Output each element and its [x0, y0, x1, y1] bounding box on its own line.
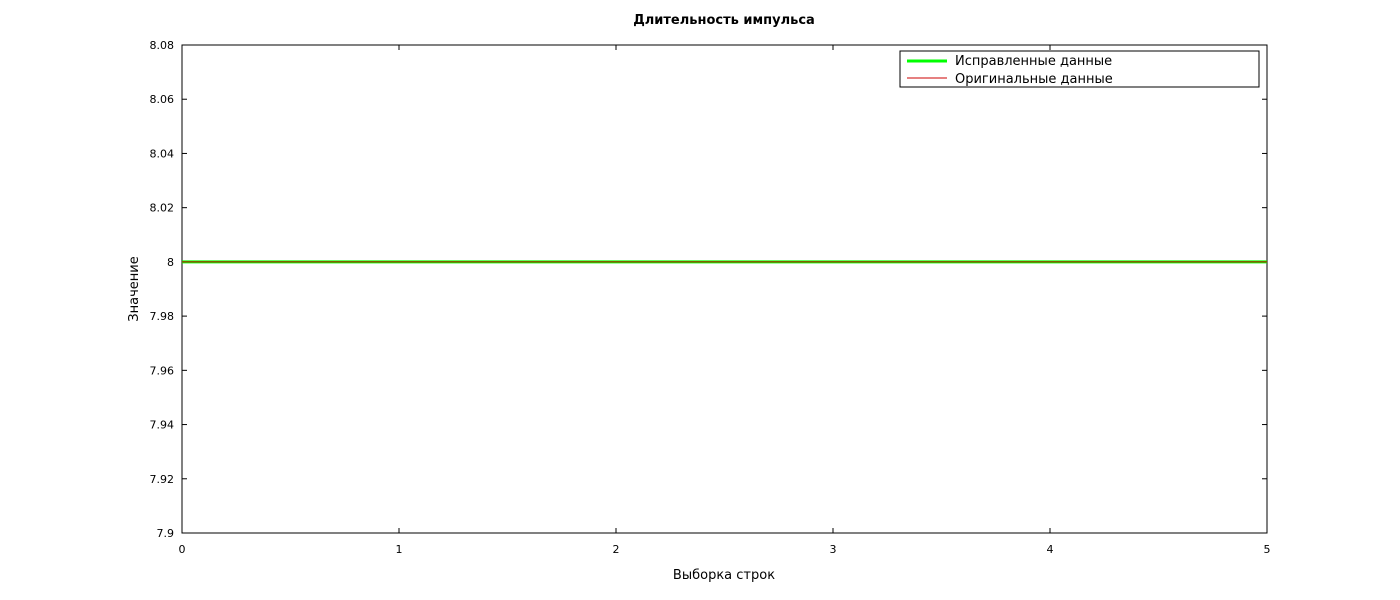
legend-label-original: Оригинальные данные [955, 72, 1113, 87]
y-tick-label: 8.04 [150, 147, 175, 160]
legend: Исправленные данные Оригинальные данные [899, 50, 1260, 88]
x-tick-label: 4 [1047, 543, 1054, 556]
y-tick-label: 8.02 [150, 202, 175, 215]
x-axis-label: Выборка строк [673, 568, 775, 583]
y-axis-label: Значение [127, 256, 142, 321]
legend-box [899, 50, 1260, 88]
y-tick-label: 8.06 [150, 93, 175, 106]
x-tick-label: 0 [179, 543, 186, 556]
x-tick-label: 3 [830, 543, 837, 556]
legend-label-corrected: Исправленные данные [955, 54, 1112, 69]
y-axis: 7.9 7.92 7.94 7.96 7.98 8 8.02 8.04 8.06 8.08 [150, 39, 1267, 540]
x-tick-label: 1 [396, 543, 403, 556]
chart-title: Длительность импульса [633, 13, 815, 28]
x-tick-label: 2 [613, 543, 620, 556]
y-tick-label: 8.08 [150, 39, 175, 52]
y-tick-label: 7.96 [150, 364, 175, 377]
y-tick-label: 7.98 [150, 310, 175, 323]
x-axis: 0 1 2 3 4 5 [179, 45, 1271, 556]
x-tick-label: 5 [1264, 543, 1271, 556]
y-tick-label: 7.9 [157, 527, 175, 540]
y-tick-label: 7.92 [150, 473, 175, 486]
y-tick-label: 7.94 [150, 419, 175, 432]
y-tick-label: 8 [167, 256, 174, 269]
plot-frame [181, 44, 1268, 534]
